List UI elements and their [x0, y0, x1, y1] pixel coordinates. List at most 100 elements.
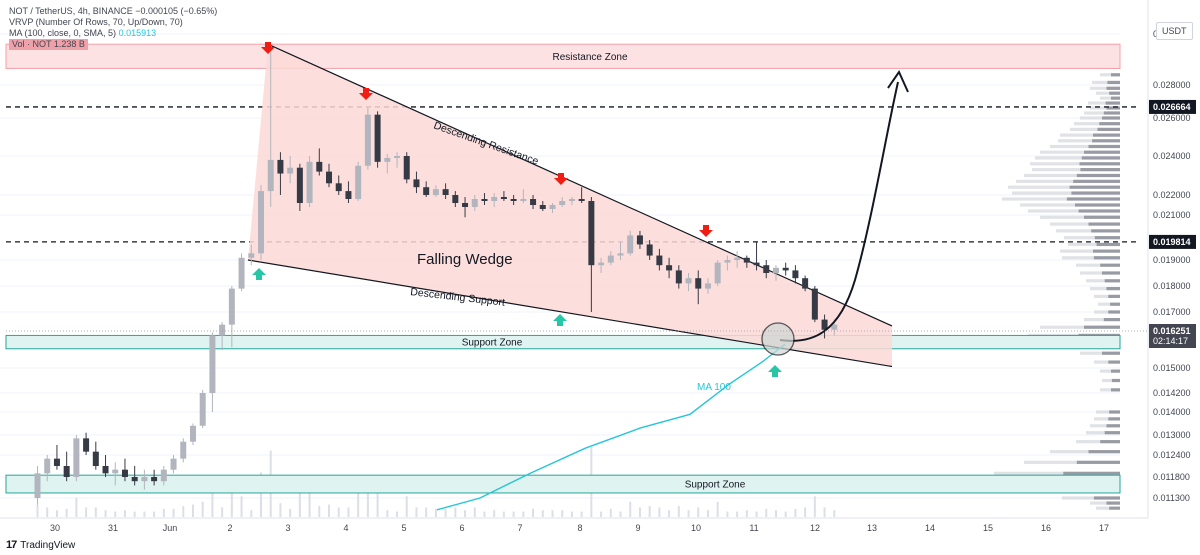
- tradingview-watermark[interactable]: 17 TradingView: [6, 539, 75, 551]
- tradingview-logo-icon: 17: [6, 539, 17, 551]
- currency-selector[interactable]: USDT: [1156, 22, 1193, 40]
- time-axis-tick-label: 7: [517, 523, 522, 533]
- volume-profile-bar: [1030, 162, 1120, 166]
- volume-profile-bar: [1040, 215, 1120, 219]
- candle-body-up: [520, 199, 527, 201]
- volume-profile-bar: [1090, 501, 1120, 505]
- volume-profile-bar-down: [1066, 197, 1120, 201]
- volume-indicator-row[interactable]: Vol · NOT 1.238 B: [9, 39, 217, 50]
- tradingview-brand-text: TradingView: [20, 539, 76, 551]
- time-axis-tick-label: 30: [50, 523, 60, 533]
- candle-body-down: [636, 235, 643, 245]
- candle-body-up: [180, 441, 187, 459]
- candle-body-up: [724, 260, 731, 263]
- candle-body-down: [500, 197, 507, 199]
- volume-bar: [201, 501, 204, 517]
- falling-wedge: [247, 43, 893, 368]
- volume-bar: [522, 511, 525, 517]
- volume-bar: [75, 497, 78, 517]
- support-zone-label: Support Zone: [462, 338, 523, 349]
- volume-bar: [191, 504, 194, 517]
- support-zone: [5, 334, 1121, 350]
- time-axis-tick-label: 10: [691, 523, 701, 533]
- volume-bar: [376, 478, 379, 517]
- volume-profile-bar: [1035, 156, 1120, 160]
- volume-profile-bar: [1090, 424, 1120, 428]
- price-axis-tick-label: 0.013000: [1153, 430, 1191, 440]
- price-axis-tick-label: 0.024000: [1153, 151, 1191, 161]
- candle-body-up: [238, 257, 245, 289]
- volume-bar: [444, 508, 447, 517]
- volume-profile-bar-down: [1093, 249, 1120, 253]
- candle-body-up: [44, 458, 51, 474]
- candle-body-up: [257, 191, 264, 254]
- time-axis-tick-label: Jun: [163, 523, 178, 533]
- volume-profile-bar: [1094, 310, 1120, 314]
- price-axis-tick-label: 0.015000: [1153, 363, 1191, 373]
- volume-profile-bar: [1050, 144, 1120, 149]
- volume-bar: [347, 507, 350, 517]
- teal-up-arrow-icon: [768, 365, 782, 377]
- volume-profile-bar: [1024, 460, 1120, 464]
- volume-bar: [493, 510, 496, 517]
- candle-body-down: [666, 265, 673, 271]
- volume-bar: [289, 508, 292, 517]
- volume-profile-bar: [1060, 249, 1120, 253]
- volume-bar: [114, 511, 117, 517]
- volume-bar: [415, 507, 418, 517]
- volume-bar: [298, 487, 301, 517]
- time-axis-tick-label: 4: [343, 523, 348, 533]
- ma-indicator-row[interactable]: MA (100, close, 0, SMA, 5) 0.015913: [9, 28, 217, 39]
- volume-profile-bar: [1080, 271, 1120, 275]
- vrvp-indicator-label[interactable]: VRVP (Number Of Rows, 70, Up/Down, 70): [9, 17, 183, 27]
- volume-profile-bar-down: [1071, 191, 1120, 195]
- volume-bar: [502, 511, 505, 517]
- volume-profile-bar-down: [1088, 222, 1120, 226]
- volume-profile-bar-down: [1096, 242, 1120, 247]
- price-axis-tick-label: 0.018000: [1153, 281, 1191, 291]
- volume-profile-bar: [1040, 150, 1120, 154]
- volume-profile-bar: [1002, 197, 1120, 201]
- candle-body-down: [92, 451, 99, 466]
- candle-body-down: [53, 458, 60, 466]
- volume-bar: [784, 511, 787, 517]
- signal-arrows: [252, 42, 782, 377]
- volume-profile-bar-down: [1104, 279, 1120, 283]
- candle-body-down: [403, 156, 410, 180]
- volume-profile-bar-down: [1076, 173, 1120, 178]
- volume-bar: [609, 508, 612, 517]
- volume-profile-bar-down: [1106, 86, 1120, 90]
- support-zone-label: Support Zone: [685, 480, 746, 491]
- volume-profile-bar-down: [1079, 162, 1120, 166]
- price-axis-tick-label: 0.026000: [1153, 113, 1191, 123]
- volume-profile-bar-down: [1108, 310, 1120, 314]
- candle-body-up: [704, 283, 711, 289]
- candle-body-up: [170, 458, 177, 470]
- candle-body-down: [530, 199, 537, 205]
- volume-profile-bar: [1100, 369, 1120, 373]
- legend-symbol-row[interactable]: NOT / TetherUS, 4h, BINANCE −0.000105 (−…: [9, 6, 217, 17]
- candle-body-down: [102, 466, 109, 474]
- volume-profile-bar-down: [1102, 116, 1120, 120]
- time-axis-tick-label: 11: [749, 523, 758, 533]
- candle-body-up: [549, 205, 556, 209]
- price-axis: 0.0300000.0280000.0260000.0240000.022000…: [6, 0, 1196, 518]
- volume-bar: [357, 489, 360, 517]
- volume-profile-bar: [1020, 203, 1120, 207]
- time-axis-tick-label: 13: [867, 523, 877, 533]
- volume-bar: [765, 508, 768, 517]
- volume-bar: [396, 511, 399, 517]
- volume-indicator-chip: Vol · NOT 1.238 B: [9, 39, 88, 50]
- time-axis-tick-label: 12: [810, 523, 820, 533]
- volume-profile-bar: [1080, 351, 1120, 355]
- volume-profile-bar-down: [1094, 236, 1120, 240]
- candle-body-down: [821, 319, 828, 330]
- volume-profile-bar: [1062, 496, 1120, 500]
- candle-body-up: [617, 253, 624, 256]
- volume-profile-bar-down: [1108, 417, 1120, 421]
- volume-bar: [182, 506, 185, 517]
- volume-bar: [823, 507, 826, 517]
- volume-profile-bar-down: [1109, 506, 1120, 510]
